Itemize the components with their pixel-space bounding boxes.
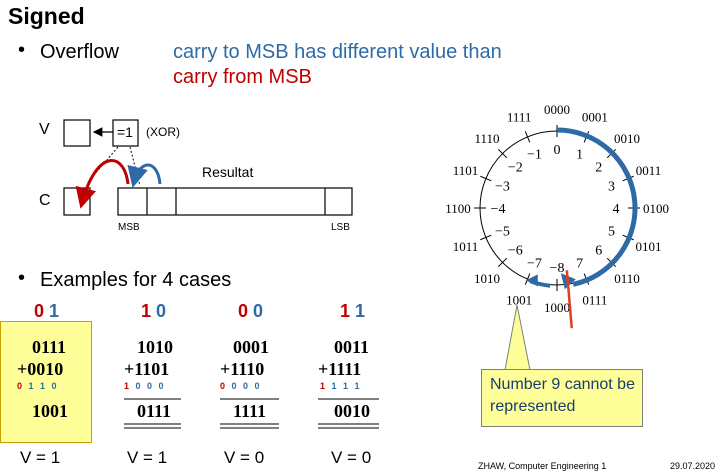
examples-heading: Examples for 4 cases [40,269,232,291]
wheel-value-label: 1 [576,147,583,162]
xor-gate [112,119,139,147]
example-4-operand-b: +1111 [318,359,362,379]
bullet-dot: • [18,267,26,289]
example-1-result: 1001 [32,401,68,421]
wheel-value-label: −6 [508,244,523,259]
wheel-value-label: 4 [613,202,620,217]
example-1-operand-a: 0111 [32,337,67,357]
footer-date: 29.07.2020 [670,461,716,471]
wheel-value-label: −4 [491,202,506,217]
wheel-code-label: 0101 [635,239,661,254]
wheel-value-label: 2 [595,160,602,175]
example-4-overflow: V = 0 [331,448,372,467]
wheel-value-label: 3 [608,179,615,194]
wheel-code-label: 1001 [506,292,532,307]
wheel-code-label: 1101 [453,163,479,178]
wheel-value-label: 6 [595,244,602,259]
wheel-value-label: −7 [527,257,542,272]
xor-label: (XOR) [146,125,180,139]
c-label: C [39,192,51,209]
callout-box [481,369,643,427]
overflow-boundary-line [565,270,573,329]
example-3-operand-a: 0001 [233,337,269,357]
example-1-carries: 0 1 [34,301,60,321]
example-3-carries: 0 0 [238,301,264,321]
example-4-carries: 1 1 [340,301,366,321]
example-3-overflow: V = 0 [224,448,265,467]
wheel-value-label: 5 [608,225,615,240]
wheel-value-label: −5 [495,225,510,240]
lsb-label: LSB [331,222,350,233]
footer-source: ZHAW, Computer Engineering 1 [478,461,607,471]
example-4-result: 0010 [334,401,370,421]
page-title: Signed [8,3,85,29]
wheel-tick [497,257,508,268]
example-2-carries: 1 0 [141,301,167,321]
example-3-operand-b: +1110 [220,359,265,379]
wheel-code-label: 0000 [544,102,570,117]
wheel-code-label: 1100 [445,201,471,216]
wheel-value-label: −1 [527,147,542,162]
wrap-arc [529,279,551,288]
wheel-code-label: 1010 [474,271,500,286]
xor-symbol: =1 [117,124,133,140]
msb-label: MSB [118,222,140,233]
wheel-code-label: 1111 [507,110,532,125]
wheel-code-label: 0111 [582,292,607,307]
example-2-carry-row: 1 0 0 0 [124,381,166,391]
wheel-value-label: −2 [508,160,523,175]
wheel-code-label: 1110 [474,131,499,146]
overflow-definition-line1: carry to MSB has different value than [173,41,502,63]
wheel-tick [524,273,531,285]
overflow-definition-line2: carry from MSB [173,66,312,88]
wheel-code-label: 0110 [614,271,640,286]
example-4-carry-row: 1 1 1 1 [320,381,362,391]
resultat-label: Resultat [202,164,254,180]
carry-from-msb-arrow [75,159,130,209]
wheel-code-label: 0001 [582,110,608,125]
wheel-value-label: −8 [550,261,565,276]
bullet-dot: • [18,39,26,61]
example-2-result: 0111 [137,401,172,421]
v-label: V [39,121,50,138]
callout-text: Number 9 cannot be represented [490,376,635,415]
wheel-tick [524,131,531,143]
wheel-tick [480,175,492,182]
example-4-operand-a: 0011 [334,337,370,357]
carry-to-msb-arrow [127,163,162,188]
example-1-operand-b: +0010 [17,359,64,379]
example-1-highlight [0,321,92,443]
wheel-value-label: 0 [554,143,561,158]
wheel-tick [497,148,508,159]
example-2-overflow: V = 1 [127,448,168,467]
example-3-result: 1111 [233,401,267,421]
example-1-carry-row: 0 1 1 0 [17,381,59,391]
increment-arc [556,127,638,287]
callout-pointer [504,304,531,371]
example-1-overflow: V = 1 [20,448,61,467]
wheel-value-label: −3 [495,179,510,194]
example-3-carry-row: 0 0 0 0 [220,381,262,391]
example-2-operand-a: 1010 [137,337,173,357]
overflow-label: Overflow [40,41,119,63]
wheel-value-label: 7 [576,257,583,272]
wheel-code-label: 1000 [544,300,570,315]
wheel-code-label: 0100 [643,201,669,216]
v-flag-box [63,119,91,147]
example-2-operand-b: +1101 [124,359,170,379]
wheel-tick [480,234,492,241]
wheel-code-label: 1011 [453,239,479,254]
wheel-code-label: 0010 [614,131,640,146]
wheel-code-label: 0011 [636,163,662,178]
result-register [117,187,353,216]
